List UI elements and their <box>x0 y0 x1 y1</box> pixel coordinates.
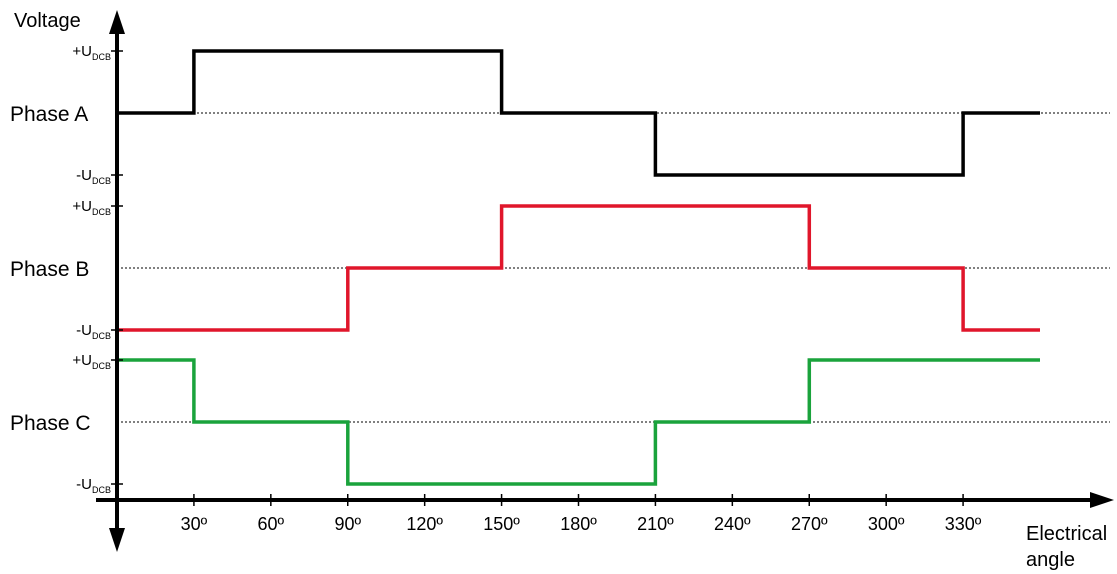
level-label-subscript: DCB <box>92 361 111 371</box>
level-label-subscript: DCB <box>92 207 111 217</box>
waveform-phase-c <box>117 358 1040 486</box>
level-label-sign: -U <box>76 167 92 184</box>
x-axis-arrow <box>1090 492 1114 508</box>
level-label-sign: +U <box>72 352 92 369</box>
level-label-sign: -U <box>76 322 92 339</box>
level-label-subscript: DCB <box>92 485 111 495</box>
waveform-phase-a <box>117 49 1040 177</box>
level-label-pos-1: +UDCB <box>72 198 111 217</box>
waveforms <box>117 49 1040 486</box>
phase-label-0: Phase A <box>10 103 88 126</box>
level-label-pos-0: +UDCB <box>72 43 111 62</box>
level-label-neg-0: -UDCB <box>76 167 111 186</box>
waveform-phase-b <box>117 204 1040 332</box>
level-label-pos-2: +UDCB <box>72 352 111 371</box>
level-label-sign: +U <box>72 198 92 215</box>
x-tick-label-330: 330º <box>945 514 982 534</box>
x-tick-label-210: 210º <box>637 514 674 534</box>
labels: Voltage Electrical angle Phase A+UDCB-UD… <box>10 10 1107 571</box>
y-axis-title: Voltage <box>14 10 81 32</box>
x-tick-label-120: 120º <box>406 514 443 534</box>
level-label-subscript: DCB <box>92 331 111 341</box>
axes <box>96 10 1114 552</box>
x-axis-title-line-1: Electrical <box>1026 523 1107 545</box>
x-tick-label-270: 270º <box>791 514 828 534</box>
x-tick-label-30: 30º <box>181 514 208 534</box>
y-axis-arrow-bottom <box>109 528 125 552</box>
x-tick-label-180: 180º <box>560 514 597 534</box>
x-tick-label-240: 240º <box>714 514 751 534</box>
level-label-subscript: DCB <box>92 52 111 62</box>
x-tick-label-90: 90º <box>334 514 361 534</box>
x-tick-label-150: 150º <box>483 514 520 534</box>
phase-label-1: Phase B <box>10 258 89 281</box>
x-ticks: 30º 60º 90º 120º 150º 180º 210º 240º 270º 300º 330… <box>111 50 982 534</box>
level-label-neg-2: -UDCB <box>76 476 111 495</box>
phase-label-2: Phase C <box>10 412 91 435</box>
y-axis-arrow <box>109 10 125 34</box>
level-label-neg-1: -UDCB <box>76 322 111 341</box>
x-tick-label-300: 300º <box>868 514 905 534</box>
x-tick-label-60: 60º <box>258 514 285 534</box>
level-label-subscript: DCB <box>92 176 111 186</box>
level-label-sign: +U <box>72 43 92 60</box>
x-axis-title-line-2: angle <box>1026 549 1075 571</box>
level-label-sign: -U <box>76 476 92 493</box>
